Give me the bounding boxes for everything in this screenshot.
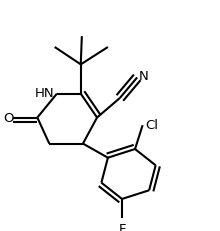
Text: Cl: Cl [145, 118, 158, 131]
Text: HN: HN [35, 87, 55, 100]
Text: O: O [3, 112, 13, 125]
Text: F: F [118, 222, 126, 231]
Text: N: N [139, 69, 148, 82]
